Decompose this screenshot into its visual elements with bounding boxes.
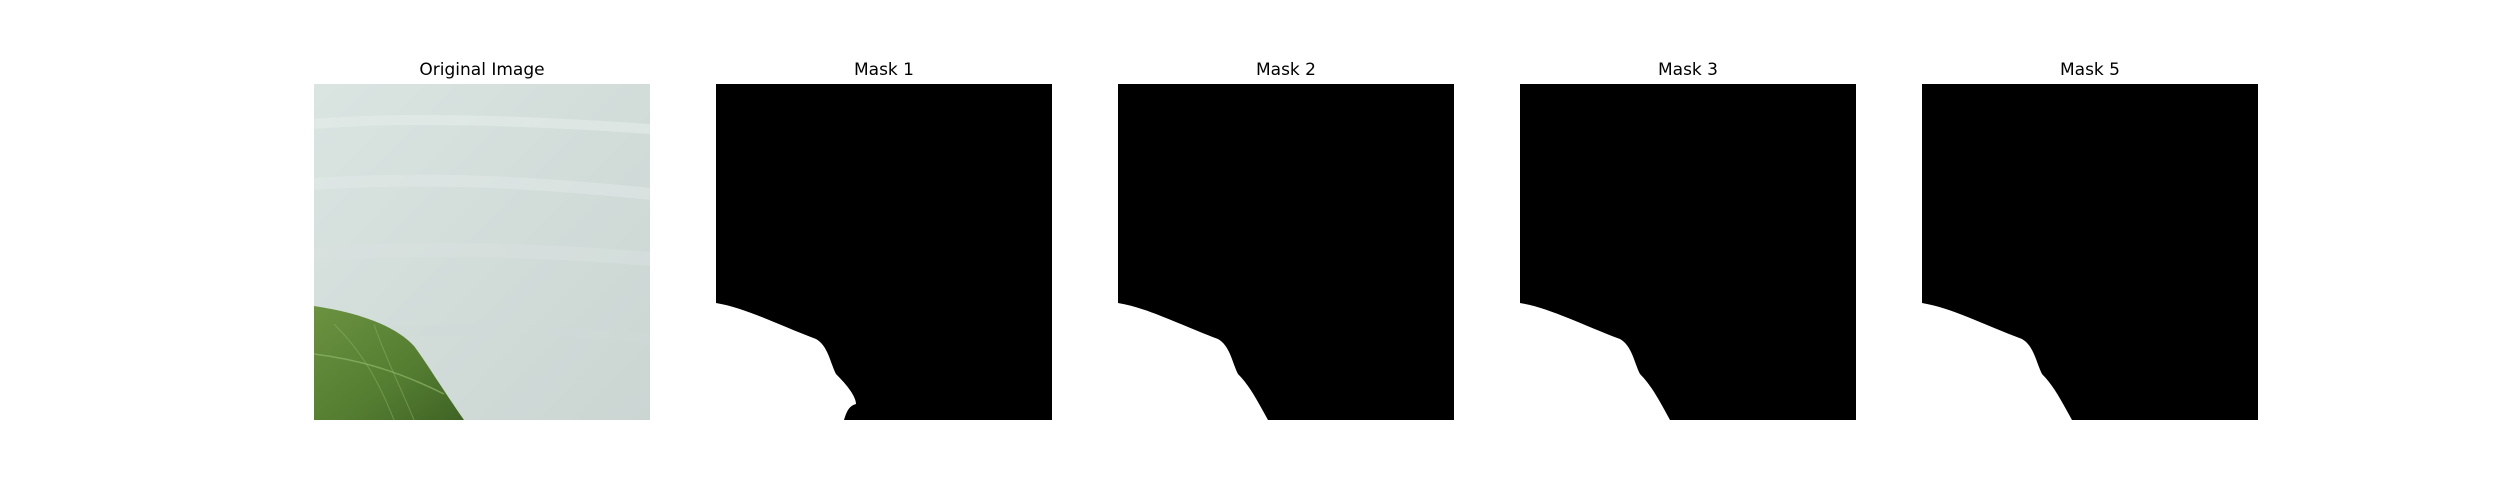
mask-image — [1118, 84, 1454, 420]
original-photo — [314, 84, 650, 420]
panel-title: Original Image — [419, 60, 545, 80]
panel-title: Mask 5 — [2059, 60, 2120, 80]
panel-title: Mask 3 — [1657, 60, 1718, 80]
panel-title: Mask 2 — [1255, 60, 1316, 80]
panel-title: Mask 1 — [853, 60, 914, 80]
mask-image — [1922, 84, 2258, 420]
mask-image — [1520, 84, 1856, 420]
leaf — [314, 306, 464, 420]
mask-image — [716, 84, 1052, 420]
